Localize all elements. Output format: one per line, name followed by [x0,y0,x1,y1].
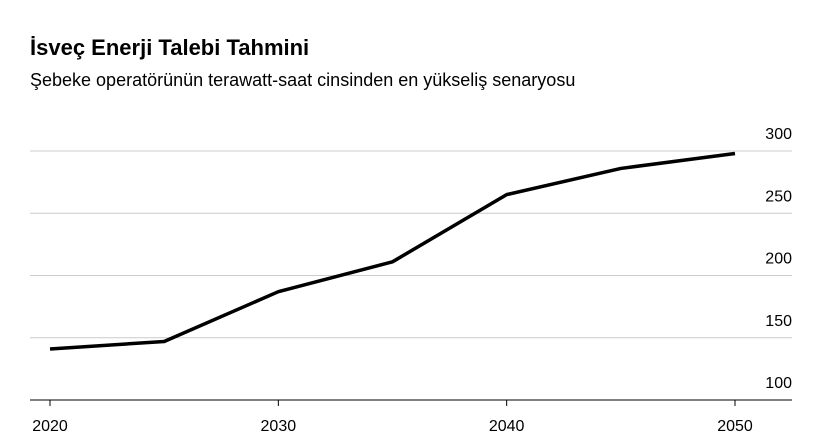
line [49,151,736,351]
x-tick-label: 2040 [489,418,525,435]
chart-subtitle: Şebeke operatörünün terawatt-saat cinsin… [30,70,575,90]
y-tick-label: 150 [765,313,792,330]
y-tick-label: 250 [765,188,792,205]
x-tick-label: 2020 [32,418,68,435]
y-tick-label: 200 [765,251,792,268]
x-tick-label: 2030 [261,418,297,435]
y-tick-label: 300 [765,126,792,143]
y-tick-label: 100 [765,375,792,392]
chart-title: İsveç Enerji Talebi Tahmini [30,35,309,60]
x-tick-label: 2050 [717,418,753,435]
